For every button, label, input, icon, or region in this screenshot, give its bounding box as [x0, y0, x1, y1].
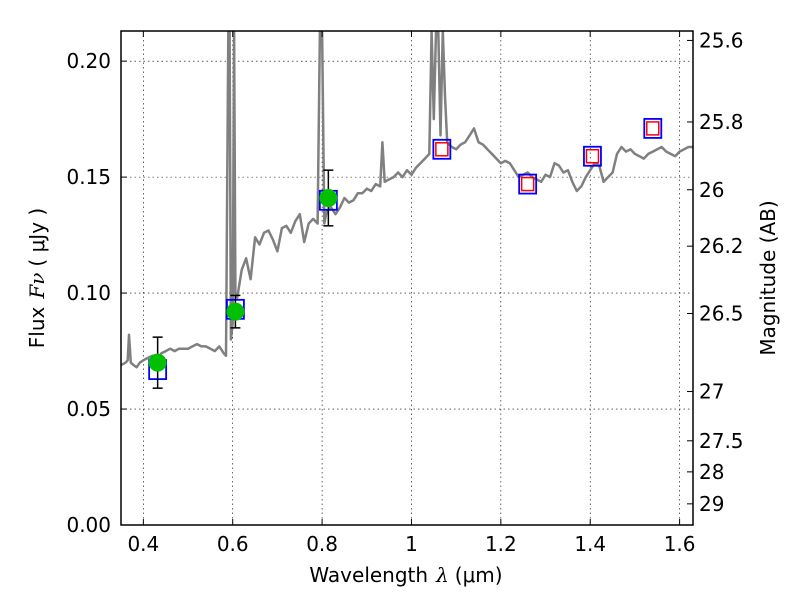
y-tick-labels: 0.00 0.05 0.10 0.15 0.20	[66, 49, 111, 537]
y-tick-label: 0.00	[66, 513, 111, 537]
y2-tick-label: 26.2	[699, 234, 744, 258]
x-tick-labels: 0.4 0.6 0.8 1 1.2 1.4 1.6	[127, 532, 695, 556]
x-axis-label: Wavelength λ (μm)	[309, 563, 502, 587]
predicted-photometry-marker	[520, 176, 535, 192]
predicted-photometry-marker	[646, 121, 660, 136]
observed-photometry-point	[226, 302, 245, 321]
model-photometry-marker	[518, 173, 538, 195]
predicted-photometry-marker	[585, 148, 600, 164]
y-tick-label: 0.05	[66, 397, 111, 421]
y2-tick-label: 25.6	[699, 28, 744, 52]
plot-frame	[120, 30, 694, 526]
model-spectrum-line	[121, 31, 693, 369]
y2-tick-label: 29	[699, 492, 724, 516]
model-photometry-marker	[643, 118, 663, 139]
y-axis-label: FluxFν( μJy )	[25, 208, 49, 348]
series-layer	[121, 31, 693, 369]
y2-tick-labels: 25.6 25.8 26 26.2 26.5 27 27.5 28 29	[699, 28, 744, 515]
x-tick-label: 1	[405, 532, 418, 556]
x-tick-label: 0.4	[127, 532, 159, 556]
y2-tick-label: 27	[699, 380, 724, 404]
y2-axis-label: Magnitude (AB)	[756, 200, 780, 355]
observed-photometry-point	[319, 188, 338, 207]
x-tick-label: 1.2	[485, 532, 517, 556]
tick-marks	[121, 31, 693, 526]
observed-photometry-point	[148, 353, 167, 372]
y-tick-label: 0.20	[66, 49, 111, 73]
x-tick-label: 0.8	[306, 532, 338, 556]
y2-tick-label: 26	[699, 178, 724, 202]
x-tick-label: 1.4	[574, 532, 606, 556]
y2-tick-label: 27.5	[699, 429, 744, 453]
y-tick-label: 0.10	[66, 281, 111, 305]
model-photometry-marker	[432, 138, 452, 160]
y2-tick-label: 25.8	[699, 110, 744, 134]
y-tick-label: 0.15	[66, 165, 111, 189]
y2-tick-label: 28	[699, 460, 724, 484]
marker-layer	[148, 118, 663, 389]
predicted-photometry-marker	[435, 142, 449, 157]
x-tick-label: 0.6	[217, 532, 249, 556]
y2-tick-label: 26.5	[699, 301, 744, 325]
x-tick-label: 1.6	[664, 532, 696, 556]
model-photometry-marker	[583, 145, 602, 167]
